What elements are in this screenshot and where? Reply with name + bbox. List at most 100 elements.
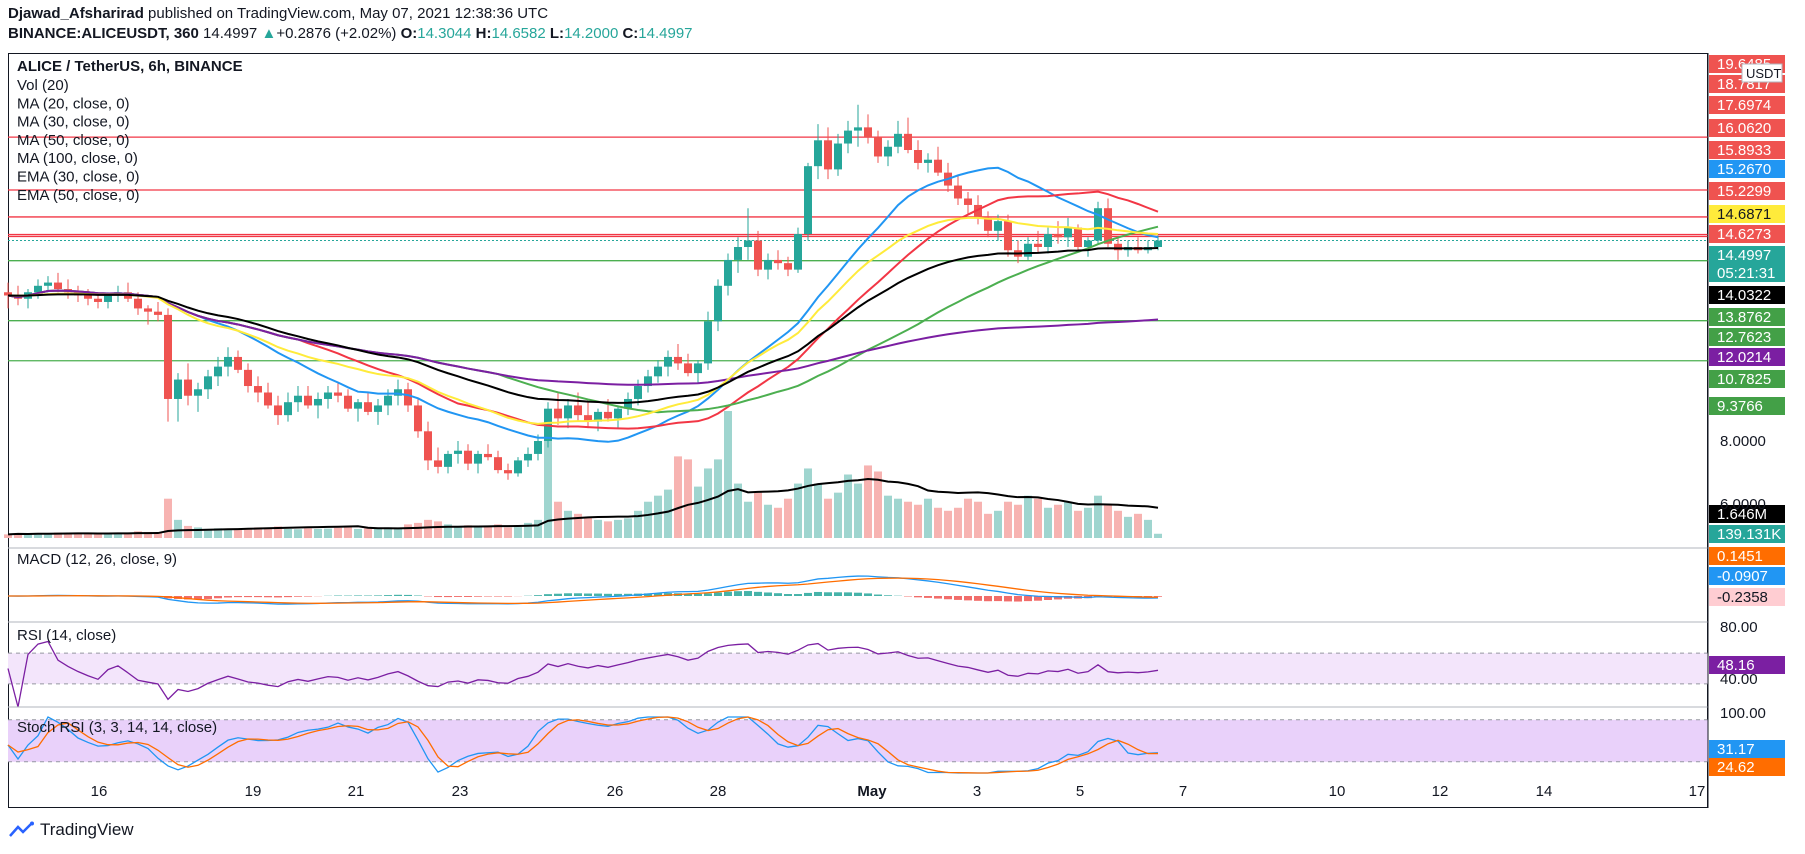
candle-body[interactable] — [204, 376, 212, 390]
price-axis-badge[interactable]: 10.7825 — [1709, 370, 1785, 388]
candle-body[interactable] — [244, 369, 252, 387]
candle-body[interactable] — [994, 221, 1002, 231]
time-axis-label[interactable]: 7 — [1179, 783, 1187, 800]
candle-body[interactable] — [444, 453, 452, 467]
candle-body[interactable] — [504, 470, 512, 474]
candle-body[interactable] — [884, 146, 892, 157]
candle-body[interactable] — [524, 453, 532, 461]
candle-body[interactable] — [954, 185, 962, 199]
candle-body[interactable] — [44, 282, 52, 286]
price-axis-badge[interactable]: 139.131K — [1709, 525, 1785, 543]
rsi-title[interactable]: RSI (14, close) — [17, 627, 116, 644]
candle-body[interactable] — [904, 133, 912, 150]
candle-body[interactable] — [1114, 243, 1122, 251]
candle-body[interactable] — [844, 130, 852, 144]
price-axis-badge[interactable]: 05:21:31 — [1709, 264, 1785, 282]
candle-body[interactable] — [614, 408, 622, 419]
candle-body[interactable] — [234, 356, 242, 370]
candle-body[interactable] — [364, 402, 372, 412]
candle-body[interactable] — [384, 395, 392, 406]
macd-signal-badge[interactable]: 0.1451 — [1709, 547, 1785, 565]
candle-body[interactable] — [34, 285, 42, 293]
candle-body[interactable] — [574, 405, 582, 416]
candle-body[interactable] — [554, 408, 562, 419]
candle-body[interactable] — [674, 356, 682, 364]
candle-body[interactable] — [1094, 208, 1102, 241]
candle-body[interactable] — [914, 150, 922, 163]
candle-body[interactable] — [834, 143, 842, 170]
legend-item[interactable]: EMA (50, close, 0) — [17, 187, 140, 204]
price-axis-badge[interactable]: 12.0214 — [1709, 348, 1785, 366]
stoch-k-badge[interactable]: 31.17 — [1709, 740, 1785, 758]
stoch-rsi-title[interactable]: Stoch RSI (3, 3, 14, 14, close) — [17, 719, 217, 736]
candle-body[interactable] — [254, 386, 262, 393]
candle-body[interactable] — [414, 405, 422, 432]
candle-body[interactable] — [804, 166, 812, 235]
candle-body[interactable] — [1044, 234, 1052, 247]
candle-body[interactable] — [434, 460, 442, 467]
candle-body[interactable] — [264, 392, 272, 406]
time-axis-label[interactable]: 12 — [1432, 783, 1449, 800]
candle-body[interactable] — [214, 366, 222, 377]
candle-body[interactable] — [84, 295, 92, 299]
time-axis-label[interactable]: May — [857, 783, 887, 800]
candle-body[interactable] — [284, 402, 292, 416]
legend-item[interactable]: MA (50, close, 0) — [17, 132, 130, 149]
time-axis-label[interactable]: 10 — [1329, 783, 1346, 800]
candle-body[interactable] — [724, 259, 732, 286]
candle-body[interactable] — [974, 204, 982, 218]
candle-body[interactable] — [454, 450, 462, 454]
time-axis-label[interactable]: 3 — [973, 783, 981, 800]
candle-body[interactable] — [824, 140, 832, 170]
candle-body[interactable] — [794, 234, 802, 270]
candle-body[interactable] — [764, 259, 772, 270]
time-axis-label[interactable]: 14 — [1536, 783, 1553, 800]
candle-body[interactable] — [1064, 227, 1072, 238]
tradingview-logo[interactable]: TradingView — [8, 820, 134, 840]
candle-body[interactable] — [894, 133, 902, 147]
candle-body[interactable] — [54, 282, 62, 290]
candle-body[interactable] — [424, 431, 432, 461]
candle-body[interactable] — [494, 457, 502, 471]
candle-body[interactable] — [174, 379, 182, 399]
candle-body[interactable] — [474, 453, 482, 464]
candle-body[interactable] — [224, 356, 232, 367]
candle-body[interactable] — [484, 453, 492, 458]
price-axis-badge[interactable]: 15.2670 — [1709, 160, 1785, 178]
candle-body[interactable] — [1104, 208, 1112, 244]
candle-body[interactable] — [1004, 221, 1012, 251]
macd-title[interactable]: MACD (12, 26, close, 9) — [17, 551, 177, 568]
candle-body[interactable] — [664, 356, 672, 367]
candle-body[interactable] — [934, 159, 942, 173]
candle-body[interactable] — [144, 308, 152, 312]
stoch-d-badge[interactable]: 24.62 — [1709, 758, 1785, 776]
candle-body[interactable] — [604, 411, 612, 419]
candle-body[interactable] — [404, 389, 412, 406]
candle-body[interactable] — [154, 311, 162, 315]
time-axis-label[interactable]: 5 — [1076, 783, 1084, 800]
candle-body[interactable] — [754, 240, 762, 270]
candle-body[interactable] — [374, 405, 382, 412]
price-axis-badge[interactable]: 13.8762 — [1709, 308, 1785, 326]
candle-body[interactable] — [564, 405, 572, 419]
candle-body[interactable] — [584, 415, 592, 422]
candle-body[interactable] — [94, 298, 102, 302]
candle-body[interactable] — [4, 292, 12, 296]
candle-body[interactable] — [864, 127, 872, 138]
price-axis-badge[interactable]: 14.4997 — [1709, 246, 1785, 264]
candle-body[interactable] — [1024, 243, 1032, 257]
price-axis-badge[interactable]: 1.646M — [1709, 505, 1785, 523]
price-axis-badge[interactable]: 17.6974 — [1709, 96, 1785, 114]
price-axis-badge[interactable]: 14.6273 — [1709, 225, 1785, 243]
candle-body[interactable] — [164, 314, 172, 399]
candle-body[interactable] — [814, 140, 822, 167]
candle-body[interactable] — [684, 363, 692, 374]
candle-body[interactable] — [924, 159, 932, 163]
legend-item[interactable]: MA (30, close, 0) — [17, 114, 130, 131]
candle-body[interactable] — [964, 198, 972, 205]
candle-body[interactable] — [984, 217, 992, 231]
candle-body[interactable] — [734, 247, 742, 260]
candle-body[interactable] — [464, 450, 472, 464]
candle-body[interactable] — [324, 392, 332, 399]
